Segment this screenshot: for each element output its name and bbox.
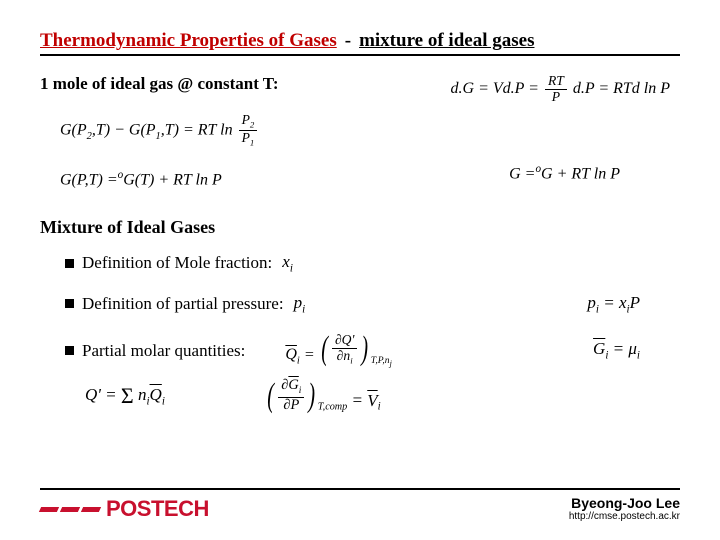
title-main: Thermodynamic Properties of Gases [40,30,337,52]
slide-title: Thermodynamic Properties of Gases - mixt… [40,30,680,56]
credit-block: Byeong-Joo Lee http://cmse.postech.ac.kr [569,495,680,522]
eq-G-standard-right: G =oG + RT ln P [509,163,680,183]
bottom-equations: Q' = Σ niQi ( ∂Gi∂P ) T,comp = Vi [85,378,680,413]
eq-G-standard-left: G(P,T) =oG(T) + RT ln P [60,169,222,189]
bullet-icon [65,299,74,308]
bullet-partial-molar: Partial molar quantities: Qi = ( ∂Q'∂ni … [65,333,680,368]
footer-divider [40,488,680,490]
bullet2-var: pi [294,293,306,315]
section2-heading: Mixture of Ideal Gases [40,217,680,238]
title-sub: mixture of ideal gases [359,30,534,52]
bullet-mole-fraction: Definition of Mole fraction: xi [65,252,680,274]
bullet-icon [65,346,74,355]
bullet3-text: Partial molar quantities: [82,341,245,361]
postech-logo: POSTECH [40,496,209,522]
eq-dGdP: ( ∂Gi∂P ) T,comp = Vi [265,378,381,413]
bullet3-eq2: Gi = μi [593,339,680,361]
bullet3-eq1: Qi = ( ∂Q'∂ni ) T,P,nj [285,333,391,368]
bullet-partial-pressure: Definition of partial pressure: pi pi = … [65,293,680,315]
bullet2-text: Definition of partial pressure: [82,294,284,314]
bullet-icon [65,259,74,268]
credit-url: http://cmse.postech.ac.kr [569,511,680,522]
bullet1-text: Definition of Mole fraction: [82,253,272,273]
section1-heading: 1 mole of ideal gas @ constant T: [40,74,279,94]
bullet1-var: xi [282,252,293,274]
eq-G-diff: G(P2,T) − G(P1,T) = RT ln P2P1 [60,113,680,149]
logo-text: POSTECH [106,496,209,522]
logo-stripes-icon [40,507,100,512]
title-sep: - [345,30,351,52]
credit-name: Byeong-Joo Lee [569,495,680,511]
bullet2-eq: pi = xiP [587,293,680,315]
eq-Q-sum: Q' = Σ niQi [85,383,165,409]
eq-dG: d.G = Vd.P = RTP d.P = RTd ln P [451,74,680,105]
